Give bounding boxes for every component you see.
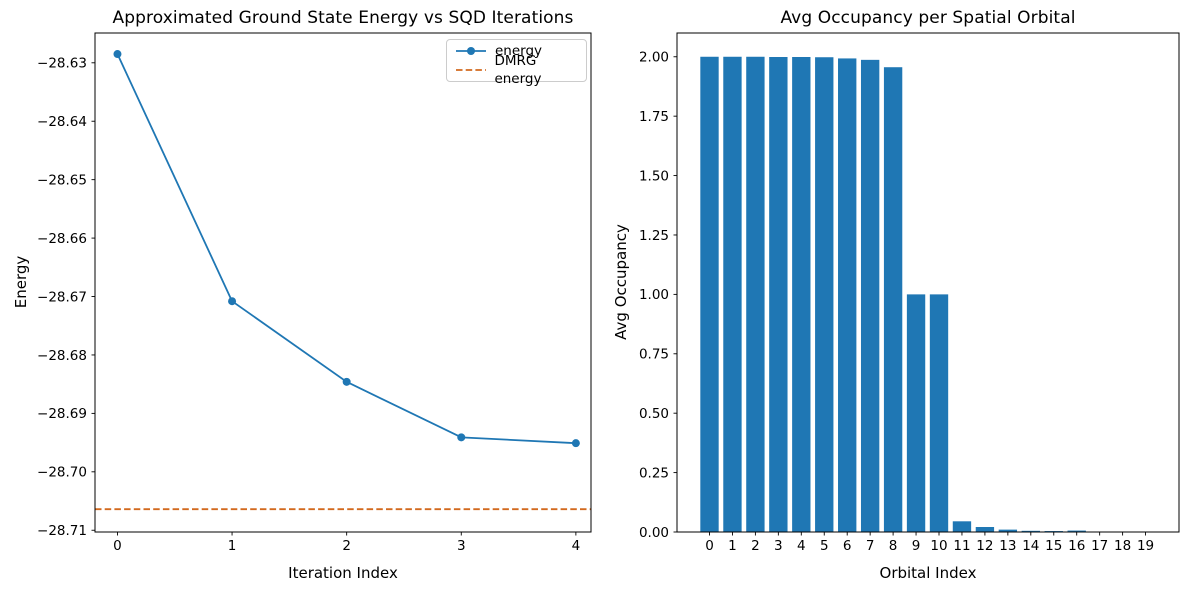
occupancy-bar — [929, 294, 949, 532]
right-chart-title: Avg Occupancy per Spatial Orbital — [780, 8, 1076, 28]
y-tick-label: 1.25 — [639, 228, 669, 244]
occupancy-bar — [700, 56, 719, 533]
x-tick-label: 6 — [843, 538, 852, 554]
x-tick-label: 1 — [728, 538, 737, 554]
left-xaxis-label: Iteration Index — [288, 564, 398, 582]
x-tick-label: 4 — [797, 538, 806, 554]
energy-line-sample-icon — [456, 47, 486, 56]
y-tick-label: 0.50 — [639, 406, 669, 422]
x-tick-label: 17 — [1091, 538, 1108, 554]
occupancy-bar — [769, 56, 788, 533]
x-tick-label: 1 — [228, 538, 237, 554]
x-tick-label: 16 — [1068, 538, 1085, 554]
x-tick-label: 3 — [774, 538, 783, 554]
occupancy-bar — [1021, 530, 1040, 532]
occupancy-bar — [860, 59, 880, 532]
y-tick-label: 1.00 — [639, 287, 669, 303]
x-tick-label: 4 — [572, 538, 581, 554]
data-point — [113, 50, 122, 59]
y-tick-label: −28.66 — [37, 231, 87, 247]
x-tick-label: 13 — [999, 538, 1016, 554]
legend-label-energy: energy — [495, 43, 543, 60]
data-point — [571, 439, 580, 448]
legend-entry-energy: energy — [447, 42, 586, 60]
x-tick-label: 0 — [113, 538, 122, 554]
x-tick-label: 19 — [1137, 538, 1154, 554]
legend-label-dmrg: DMRG energy — [494, 52, 542, 87]
y-tick-label: −28.71 — [37, 523, 87, 539]
x-tick-label: 11 — [953, 538, 970, 554]
x-tick-label: 5 — [820, 538, 829, 554]
y-tick-label: −28.63 — [37, 56, 87, 72]
occupancy-bar — [838, 58, 857, 533]
data-point — [342, 377, 351, 386]
data-point — [457, 433, 466, 442]
y-tick-label: 1.75 — [639, 109, 669, 125]
occupancy-bar — [883, 67, 903, 533]
x-tick-label: 14 — [1022, 538, 1039, 554]
y-tick-label: −28.68 — [37, 348, 87, 364]
occupancy-bar — [815, 57, 834, 532]
y-tick-label: −28.69 — [37, 406, 87, 422]
y-tick-label: 0.25 — [639, 465, 669, 481]
y-tick-label: −28.67 — [37, 289, 87, 305]
y-tick-label: 0.75 — [639, 347, 669, 363]
occupancy-bar — [975, 527, 995, 532]
y-tick-label: 2.00 — [639, 50, 669, 66]
x-tick-label: 8 — [889, 538, 898, 554]
right-yaxis-label: Avg Occupancy — [612, 224, 630, 340]
x-tick-label: 0 — [705, 538, 714, 554]
x-tick-label: 15 — [1045, 538, 1062, 554]
y-tick-label: −28.70 — [37, 465, 87, 481]
data-point — [228, 297, 237, 306]
y-tick-label: −28.65 — [37, 172, 87, 188]
x-tick-label: 3 — [457, 538, 466, 554]
legend-entry-dmrg: DMRG energy — [447, 53, 586, 87]
x-tick-label: 7 — [866, 538, 875, 554]
occupancy-bar — [906, 294, 926, 532]
dmrg-dashed-line-sample-icon — [456, 68, 486, 71]
axes-frame — [94, 32, 592, 533]
x-tick-label: 12 — [976, 538, 993, 554]
occupancy-bar — [998, 529, 1018, 532]
x-tick-label: 10 — [930, 538, 947, 554]
x-tick-label: 18 — [1114, 538, 1131, 554]
legend: energy DMRG energy — [446, 39, 587, 87]
occupancy-bar — [723, 56, 742, 533]
occupancy-bar — [792, 56, 811, 533]
axes-frame — [676, 32, 1180, 533]
occupancy-bar — [952, 521, 972, 532]
left-chart-title: Approximated Ground State Energy vs SQD … — [112, 8, 574, 28]
x-tick-label: 2 — [342, 538, 351, 554]
x-tick-label: 9 — [912, 538, 921, 554]
y-tick-label: 0.00 — [639, 525, 669, 541]
right-xaxis-label: Orbital Index — [879, 564, 977, 582]
y-tick-label: 1.50 — [639, 168, 669, 184]
occupancy-bar — [746, 56, 765, 533]
x-tick-label: 2 — [751, 538, 760, 554]
left-yaxis-label: Energy — [12, 255, 30, 309]
occupancy-bar — [1067, 530, 1086, 532]
y-tick-label: −28.64 — [37, 114, 87, 130]
